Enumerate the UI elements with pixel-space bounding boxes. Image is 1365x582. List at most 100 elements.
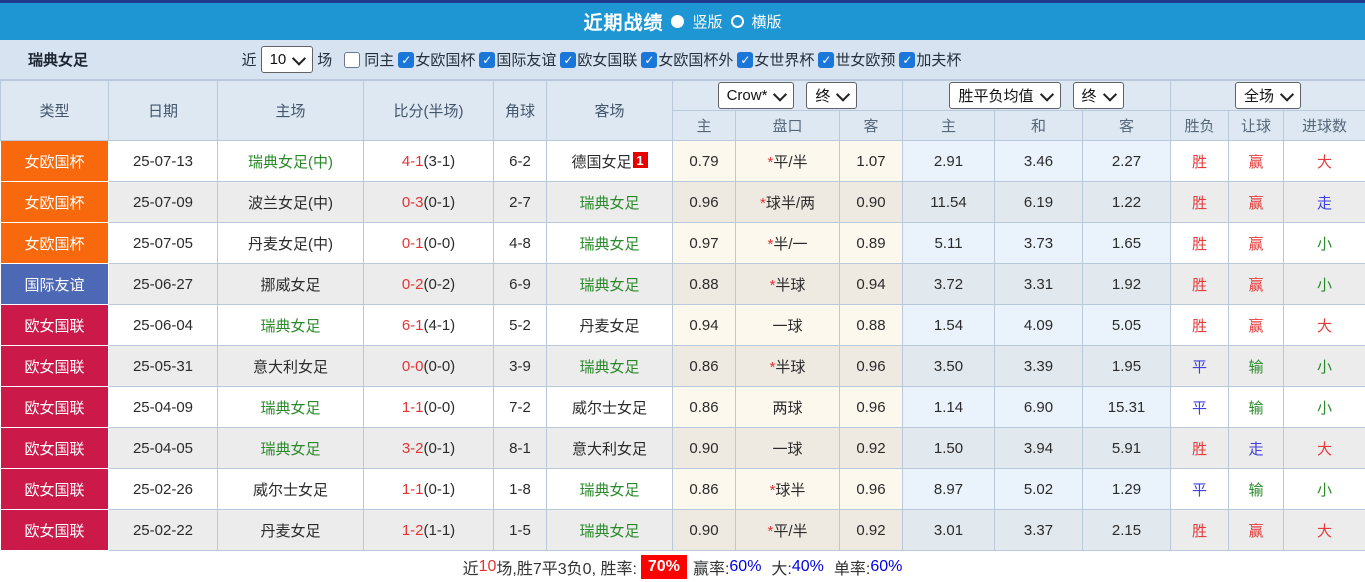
handicap-line-cell: *半球 (736, 346, 840, 387)
corner-score: 6-2 (494, 141, 547, 182)
avg-draw-odds: 4.09 (995, 305, 1083, 346)
col-away: 客场 (547, 81, 673, 141)
handicap-line: 半球 (775, 277, 805, 294)
score-cell: 0-3(0-1) (364, 182, 494, 223)
fulltime-score: 4-1 (402, 153, 424, 170)
home-team: 挪威女足 (218, 264, 364, 305)
same-home-label: 同主 (364, 49, 394, 70)
away-team-cell: 瑞典女足 (547, 510, 673, 551)
result-wdl: 胜 (1171, 305, 1229, 346)
handicap-line: 平/半 (773, 154, 807, 171)
away-team: 威尔士女足 (572, 400, 647, 417)
avg-draw-odds: 3.94 (995, 428, 1083, 469)
score-cell: 1-2(1-1) (364, 510, 494, 551)
radio-vertical-layout[interactable] (671, 15, 684, 28)
results-table: 类型 日期 主场 比分(半场) 角球 客场 Crow* 终 (0, 80, 1365, 551)
handicap-away-odds: 0.89 (840, 223, 903, 264)
avg-away-odds: 1.92 (1083, 264, 1171, 305)
avg-draw-odds: 5.02 (995, 469, 1083, 510)
corner-score: 4-8 (494, 223, 547, 264)
result-handicap: 走 (1229, 428, 1284, 469)
avg-type-select[interactable]: 胜平负均值 (949, 82, 1060, 109)
odds-time-select[interactable]: 终 (806, 82, 857, 109)
handicap-away-odds: 0.92 (840, 510, 903, 551)
avg-draw-odds: 3.46 (995, 141, 1083, 182)
handicap-home-odds: 0.90 (673, 428, 736, 469)
chevron-down-icon (836, 87, 850, 101)
competition-checkbox[interactable] (899, 52, 915, 68)
halftime-score: (0-0) (424, 358, 456, 375)
win-odds-rate: 60% (729, 558, 761, 576)
handicap-line: 球半 (775, 482, 805, 499)
result-goals: 小 (1284, 223, 1365, 264)
match-type-badge: 欧女国联 (1, 387, 109, 428)
avg-selects-cell: 胜平负均值 终 (903, 81, 1171, 111)
score-cell: 1-1(0-1) (364, 469, 494, 510)
avg-draw-odds: 3.73 (995, 223, 1083, 264)
vertical-layout-label[interactable]: 竖版 (692, 11, 722, 32)
table-row: 欧女国联 25-06-04 瑞典女足 6-1(4-1) 5-2 丹麦女足 0.9… (1, 305, 1365, 346)
fulltime-score: 1-1 (402, 399, 424, 416)
fulltime-score: 3-2 (402, 440, 424, 457)
away-team-cell: 瑞典女足 (547, 182, 673, 223)
home-team: 威尔士女足 (218, 469, 364, 510)
scope-select[interactable]: 全场 (1235, 82, 1301, 109)
odds-company-select[interactable]: Crow* (718, 82, 795, 109)
avg-draw-odds: 3.31 (995, 264, 1083, 305)
result-wdl: 平 (1171, 387, 1229, 428)
fulltime-score: 6-1 (402, 317, 424, 334)
away-team-cell: 意大利女足 (547, 428, 673, 469)
handicap-line: 半球 (775, 359, 805, 376)
home-team: 瑞典女足 (218, 428, 364, 469)
fulltime-score: 1-1 (402, 481, 424, 498)
match-date: 25-07-05 (109, 223, 218, 264)
handicap-line: 两球 (772, 400, 802, 417)
avg-away-odds: 2.15 (1083, 510, 1171, 551)
competition-label: 世女欧预 (835, 49, 895, 70)
result-wdl: 胜 (1171, 182, 1229, 223)
corner-score: 1-8 (494, 469, 547, 510)
result-goals: 小 (1284, 469, 1365, 510)
result-wdl: 胜 (1171, 510, 1229, 551)
score-cell: 0-0(0-0) (364, 346, 494, 387)
result-handicap: 输 (1229, 387, 1284, 428)
chevron-down-icon (1039, 87, 1053, 101)
same-home-checkbox[interactable] (344, 52, 360, 68)
match-date: 25-06-27 (109, 264, 218, 305)
competition-checkbox[interactable] (560, 52, 576, 68)
competition-checkbox[interactable] (479, 52, 495, 68)
avg-home-odds: 3.50 (903, 346, 995, 387)
match-date: 25-02-26 (109, 469, 218, 510)
avg-home-odds: 3.72 (903, 264, 995, 305)
competition-checkbox[interactable] (737, 52, 753, 68)
avg-time-select[interactable]: 终 (1073, 82, 1124, 109)
table-row: 欧女国联 25-05-31 意大利女足 0-0(0-0) 3-9 瑞典女足 0.… (1, 346, 1365, 387)
avg-home-odds: 11.54 (903, 182, 995, 223)
match-date: 25-04-09 (109, 387, 218, 428)
horizontal-layout-label[interactable]: 横版 (752, 11, 782, 32)
away-team: 德国女足 (571, 154, 631, 171)
match-count-select[interactable]: 10 (261, 46, 314, 73)
single-rate: 60% (870, 558, 902, 576)
handicap-line-cell: *平/半 (736, 510, 840, 551)
match-type-badge: 欧女国联 (1, 510, 109, 551)
result-handicap: 赢 (1229, 510, 1284, 551)
handicap-line-cell: 一球 (736, 428, 840, 469)
radio-horizontal-layout[interactable] (731, 15, 744, 28)
competition-checkbox[interactable] (398, 52, 414, 68)
table-row: 女欧国杯 25-07-05 丹麦女足(中) 0-1(0-0) 4-8 瑞典女足 … (1, 223, 1365, 264)
competition-checkbox[interactable] (641, 52, 657, 68)
fulltime-score: 0-1 (402, 235, 424, 252)
corner-score: 1-5 (494, 510, 547, 551)
match-date: 25-04-05 (109, 428, 218, 469)
away-team: 瑞典女足 (579, 195, 639, 212)
panel-header: 近期战绩 竖版 横版 (0, 0, 1365, 40)
handicap-line-cell: 一球 (736, 305, 840, 346)
competition-checkbox[interactable] (818, 52, 834, 68)
corner-score: 8-1 (494, 428, 547, 469)
avg-away-odds: 1.22 (1083, 182, 1171, 223)
fulltime-score: 0-0 (402, 358, 424, 375)
result-handicap: 赢 (1229, 182, 1284, 223)
handicap-away-odds: 0.96 (840, 387, 903, 428)
